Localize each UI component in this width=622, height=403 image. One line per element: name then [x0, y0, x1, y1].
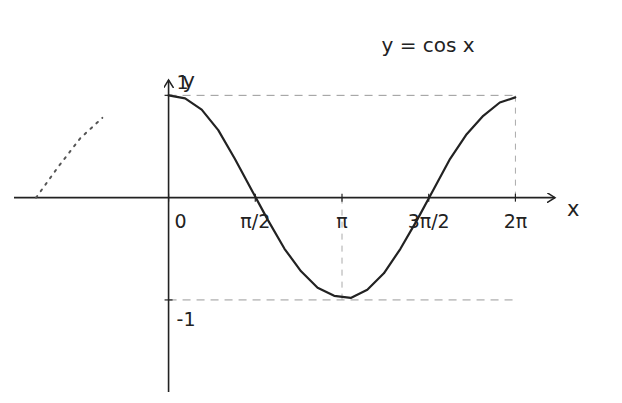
x-tick-label: π	[336, 210, 347, 232]
x-tick-label: π/2	[240, 210, 270, 232]
annotation: y = cos x	[381, 33, 474, 57]
x-tick-label: 2π	[504, 210, 528, 232]
x-axis-label: x	[567, 197, 579, 221]
y-tick	[165, 299, 173, 300]
guide-line	[515, 95, 516, 197]
curve	[169, 95, 516, 298]
x-tick	[168, 194, 169, 202]
x-tick-label: 3π/2	[408, 210, 450, 232]
y-axis-label: y	[183, 69, 195, 93]
guide-line	[169, 95, 516, 96]
plot-area	[36, 95, 515, 298]
y-tick-label: -1	[177, 308, 196, 330]
curve	[36, 118, 102, 198]
x-tick	[515, 194, 516, 202]
x-axis	[14, 197, 555, 199]
chart: 0π/2π3π/22π-11xyy = cos x	[0, 0, 622, 403]
x-tick-label: 0	[175, 210, 187, 232]
x-tick	[341, 194, 342, 202]
y-axis	[168, 80, 170, 392]
